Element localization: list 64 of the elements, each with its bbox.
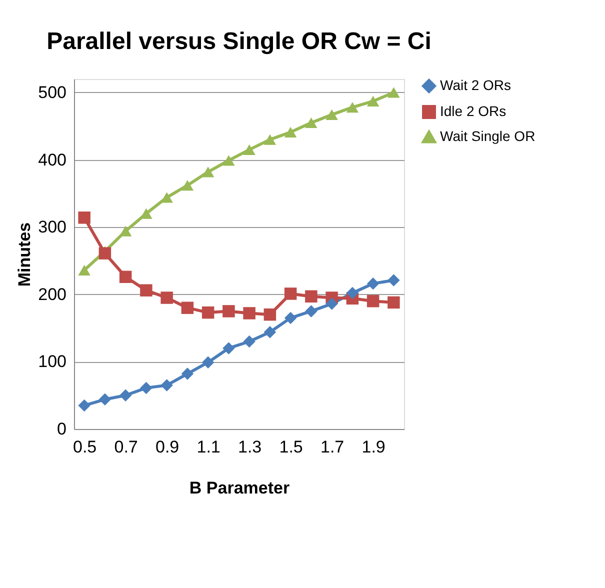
point bbox=[202, 306, 214, 319]
point bbox=[243, 307, 256, 320]
point bbox=[181, 302, 194, 314]
y-tick-label: 200 bbox=[38, 284, 66, 304]
point bbox=[243, 335, 256, 348]
point bbox=[284, 126, 297, 138]
point bbox=[284, 312, 297, 324]
point bbox=[119, 226, 132, 236]
point bbox=[78, 264, 90, 276]
point bbox=[140, 284, 152, 296]
point bbox=[346, 286, 359, 300]
x-tick-label: 0.7 bbox=[114, 438, 138, 456]
point bbox=[222, 305, 235, 318]
y-tick-label: 500 bbox=[38, 82, 66, 102]
point bbox=[98, 393, 112, 406]
x-tick-label: 1.1 bbox=[196, 438, 220, 456]
point bbox=[243, 144, 256, 155]
point bbox=[366, 96, 380, 107]
point bbox=[305, 290, 318, 303]
point bbox=[181, 180, 194, 191]
point bbox=[202, 166, 214, 178]
legend-label: Wait 2 ORs bbox=[440, 77, 512, 93]
point bbox=[140, 382, 152, 394]
y-axis-title: Minutes bbox=[15, 222, 34, 287]
point bbox=[98, 247, 112, 260]
y-tick-label: 100 bbox=[38, 352, 66, 372]
point bbox=[119, 389, 132, 402]
point bbox=[78, 212, 90, 224]
y-tick-label: 400 bbox=[38, 150, 66, 170]
x-axis-title: B Parameter bbox=[189, 478, 290, 498]
point bbox=[264, 134, 276, 145]
x-tick-label: 1.3 bbox=[238, 438, 262, 456]
point bbox=[160, 379, 173, 392]
point bbox=[326, 298, 338, 310]
point bbox=[222, 342, 235, 354]
x-tick-label: 0.5 bbox=[72, 438, 97, 456]
point bbox=[222, 155, 235, 166]
point bbox=[326, 109, 338, 120]
legend-label: Wait Single OR bbox=[440, 128, 536, 144]
point bbox=[181, 368, 194, 380]
x-tick-label: 1.7 bbox=[320, 438, 344, 456]
point bbox=[366, 277, 380, 290]
point bbox=[119, 270, 132, 284]
point bbox=[202, 356, 214, 368]
point bbox=[160, 292, 173, 304]
y-tick-label: 0 bbox=[57, 420, 66, 438]
x-tick-label: 0.9 bbox=[155, 438, 180, 456]
point bbox=[160, 192, 173, 203]
point bbox=[264, 326, 276, 338]
y-tick-label: 300 bbox=[38, 218, 66, 237]
point bbox=[366, 294, 380, 308]
point bbox=[305, 305, 318, 318]
point bbox=[388, 87, 400, 98]
point bbox=[305, 117, 318, 128]
point bbox=[388, 296, 400, 309]
point bbox=[264, 308, 276, 321]
point bbox=[388, 274, 400, 286]
point bbox=[78, 399, 90, 412]
x-tick-label: 1.9 bbox=[362, 438, 386, 456]
chart-title: Parallel versus Single OR Cw = Ci bbox=[46, 28, 432, 55]
legend-label: Idle 2 ORs bbox=[440, 103, 506, 119]
point bbox=[284, 288, 297, 300]
point bbox=[346, 102, 359, 113]
x-tick-label: 1.5 bbox=[279, 438, 303, 456]
